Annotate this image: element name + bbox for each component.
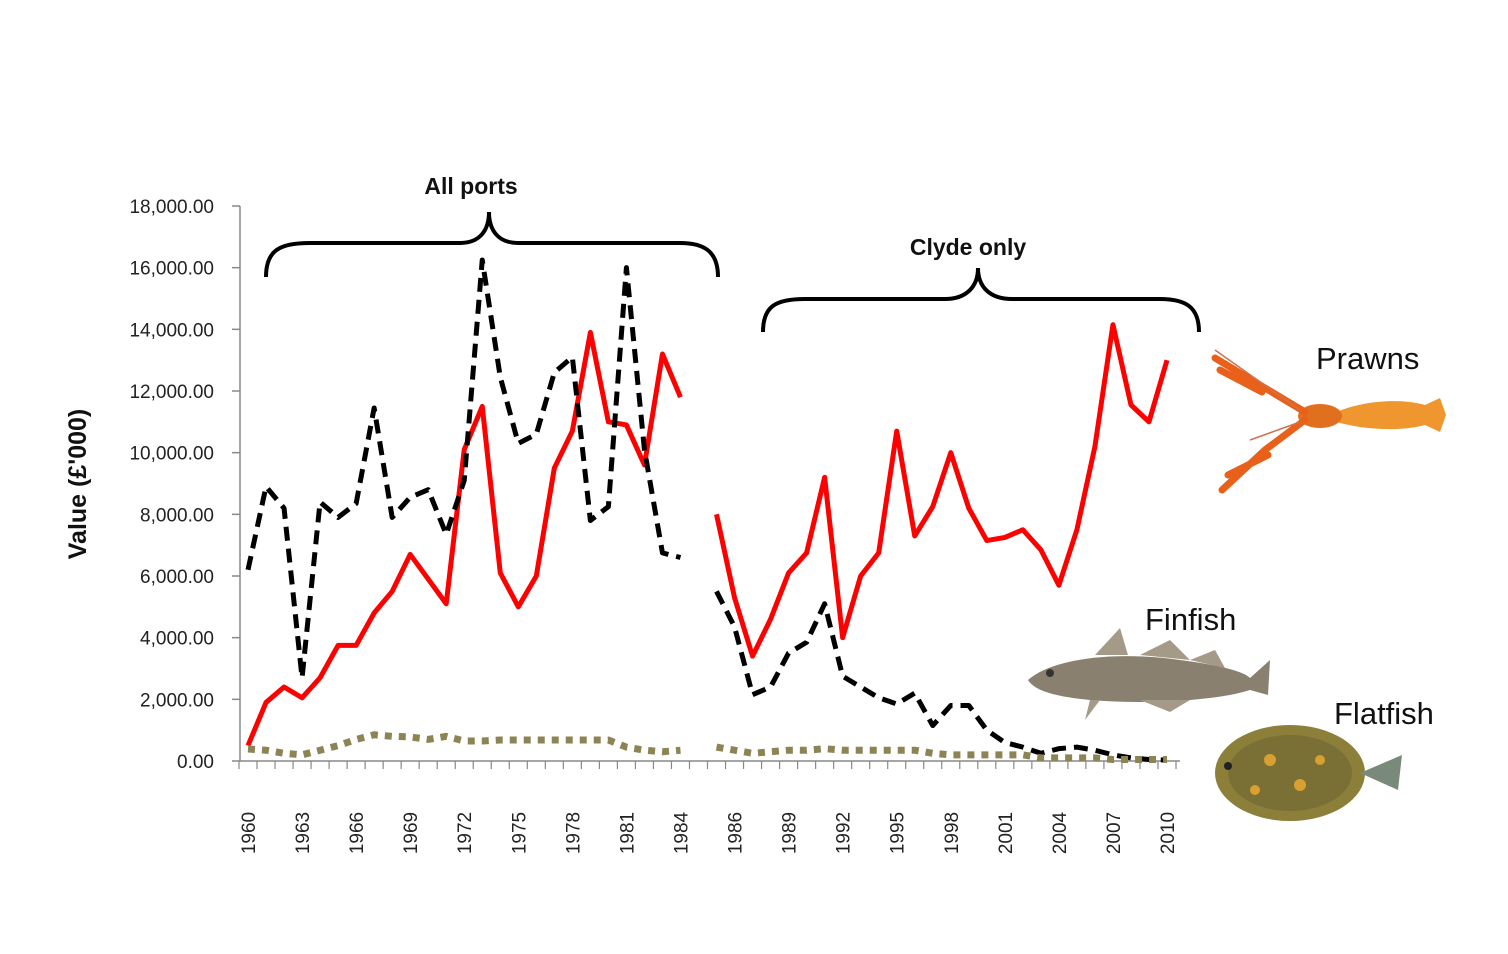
y-tick-label: 12,000.00 (129, 382, 214, 403)
brace-all-ports: All ports (264, 173, 720, 278)
legend-finfish: Finfish (1145, 602, 1236, 637)
series-lines (245, 257, 1170, 763)
annotation-all-ports: All ports (424, 173, 517, 199)
y-tick-label: 6,000.00 (140, 567, 214, 588)
y-tick-label: 8,000.00 (140, 505, 214, 526)
brace-clyde-only: Clyde only (761, 234, 1201, 333)
series-prawns-line-segment-1 (714, 322, 1170, 659)
x-tick-label: 1986 (726, 812, 747, 854)
x-tick-label: 1981 (617, 812, 638, 854)
x-tick-label: 1969 (401, 812, 422, 854)
series-flatfish-line-segment-0 (247, 731, 681, 759)
y-tick-label: 4,000.00 (140, 629, 214, 650)
axes: 0.00 2,000.00 4,000.00 6,000.00 8,000.00 10,0… (129, 197, 1180, 854)
y-tick-label: 14,000.00 (129, 320, 214, 341)
series-flatfish-line-segment-1 (715, 743, 1167, 763)
y-tick-label: 0.00 (177, 752, 214, 773)
y-tick-label: 10,000.00 (129, 444, 214, 465)
prawn-illustration (1211, 349, 1446, 494)
x-tick-label: 1998 (942, 812, 963, 854)
annotation-clyde-only: Clyde only (910, 234, 1027, 260)
legend-flatfish: Flatfish (1334, 696, 1434, 731)
y-tick-label: 16,000.00 (129, 259, 214, 280)
x-tick-label: 1984 (671, 811, 692, 854)
x-tick-label: 1995 (888, 812, 909, 854)
x-tick-label: 1972 (455, 812, 476, 854)
x-tick-label: 2010 (1158, 812, 1179, 854)
x-tick-label: 2007 (1104, 812, 1125, 854)
legend-prawns: Prawns (1316, 341, 1419, 376)
x-tick-label: 2004 (1050, 811, 1071, 854)
x-tick-label: 1966 (347, 812, 368, 854)
x-tick-label: 1960 (239, 812, 260, 854)
x-tick-label: 1992 (834, 812, 855, 854)
y-tick-label: 2,000.00 (140, 690, 214, 711)
x-tick-label: 1975 (509, 812, 530, 854)
x-tick-label: 1978 (563, 812, 584, 854)
y-axis-label: Value (£'000) (64, 409, 92, 559)
y-tick-label: 18,000.00 (129, 197, 214, 218)
x-tick-label: 1963 (293, 812, 314, 854)
x-tick-label: 1989 (780, 812, 801, 854)
flatfish-illustration (1215, 725, 1402, 821)
finfish-illustration (1028, 628, 1270, 720)
x-tick-label: 2001 (996, 812, 1017, 854)
